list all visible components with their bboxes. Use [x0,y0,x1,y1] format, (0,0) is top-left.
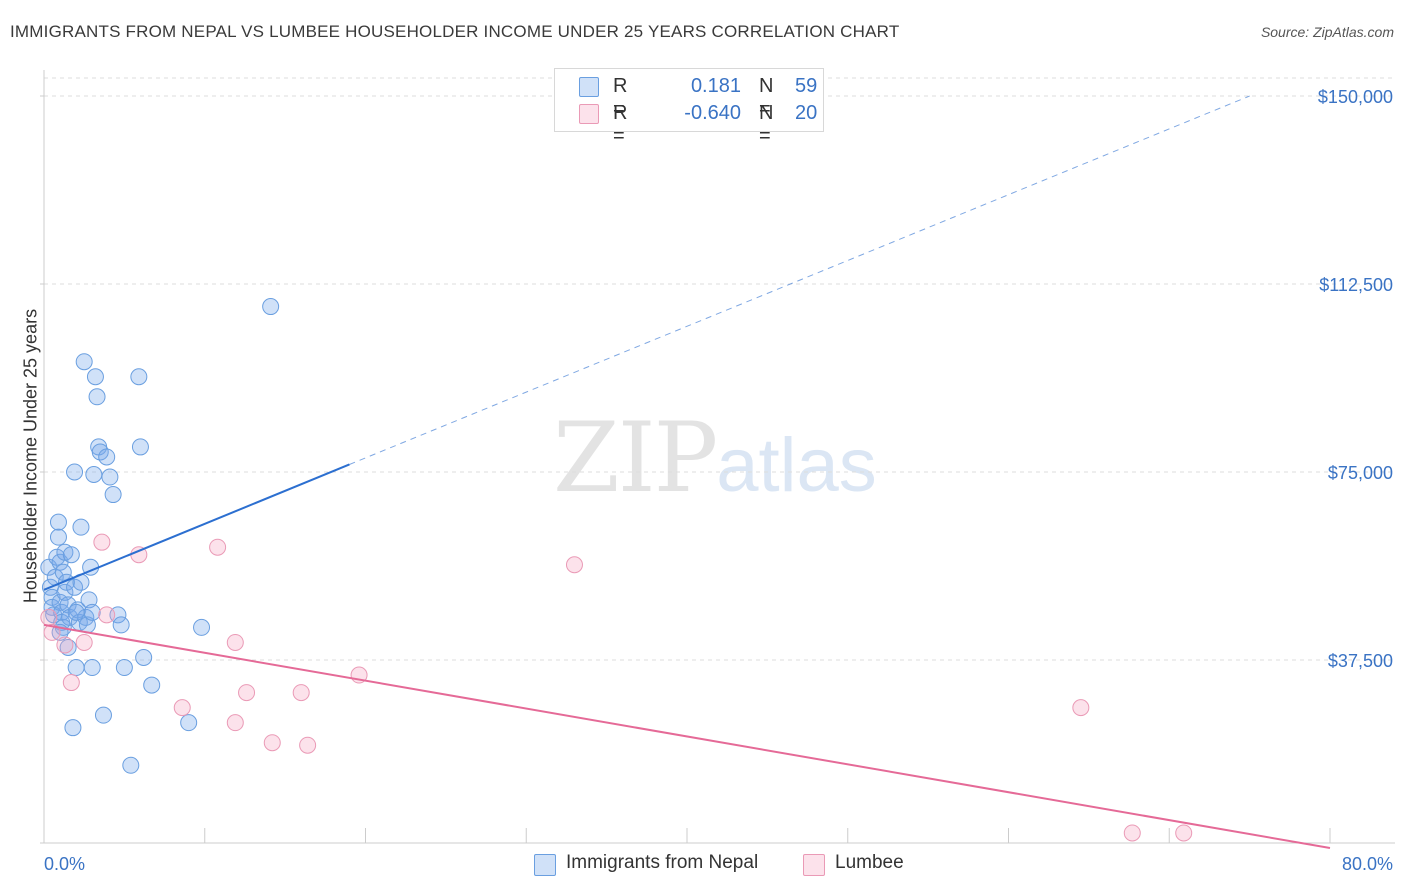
y-axis-title: Householder Income Under 25 years [20,308,41,604]
nepal-point [66,463,84,481]
nepal-point [112,616,130,634]
lumbee-point [75,633,93,651]
nepal-trend-line [43,463,350,591]
nepal-point [49,513,67,531]
watermark-zip: ZIP [553,402,718,514]
x-tick-label-min: 0.0% [44,854,85,874]
nepal-point [86,368,104,386]
lumbee-point [226,714,244,732]
lumbee-point [98,606,116,624]
lumbee-point [1175,824,1193,842]
nepal-point [94,706,112,724]
y-tick-label: $150,000 [1318,87,1393,107]
lumbee-legend-swatch [803,854,825,876]
lumbee-point [209,538,227,556]
lumbee-point [292,684,310,702]
lumbee-legend-label: Lumbee [835,852,904,873]
nepal-point [83,603,101,621]
nepal-point [135,648,153,666]
nepal-legend-label: Immigrants from Nepal [566,852,759,873]
nepal-point [64,719,82,737]
lumbee-trend-line [43,623,1331,849]
lumbee-point [93,533,111,551]
nepal-point [130,368,148,386]
nepal-point [67,603,85,621]
nepal-point [49,528,67,546]
lumbee-point [62,674,80,692]
n-value: 59 [795,75,818,97]
nepal-point [104,486,122,504]
r-value: 0.181 [690,75,741,97]
y-tick-label: $75,000 [1328,463,1393,483]
nepal-point [143,676,161,694]
r-label: R = [613,75,628,120]
nepal-point [122,756,140,774]
nepal-point [67,659,85,677]
lumbee-point [56,636,74,654]
nepal-point [131,438,149,456]
chart-title: IMMIGRANTS FROM NEPAL VS LUMBEE HOUSEHOL… [10,22,900,41]
r-value: -0.640 [684,102,741,124]
watermark-atlas: atlas [716,423,877,508]
nepal-point [88,388,106,406]
nepal-point [98,448,116,466]
lumbee-point [238,684,256,702]
lumbee-point [40,608,58,626]
n-label: N = [759,75,774,120]
lumbee-swatch [579,104,599,124]
lumbee-point [1123,824,1141,842]
source-credit: Source: ZipAtlas.com [1260,24,1394,40]
nepal-point [83,659,101,677]
nepal-point [48,548,66,566]
nepal-point [75,353,93,371]
n-label: N = [759,102,774,147]
nepal-point [80,591,98,609]
nepal-trend-extension [349,95,1250,465]
x-tick-label-max: 80.0% [1342,854,1393,874]
watermark: ZIPatlas [553,402,877,514]
nepal-point [115,659,133,677]
nepal-point [72,518,90,536]
nepal-point [59,638,77,656]
lumbee-point [263,734,281,752]
lumbee-point [173,699,191,717]
nepal-point [43,588,61,606]
r-label: R = [613,102,628,147]
nepal-point [62,546,80,564]
y-tick-label: $112,500 [1319,275,1393,295]
nepal-swatch [579,77,599,97]
lumbee-point [1072,699,1090,717]
lumbee-point [565,556,583,574]
n-value: 20 [795,102,818,124]
nepal-point [193,618,211,636]
nepal-point [262,298,280,316]
lumbee-point [226,633,244,651]
nepal-point [180,714,198,732]
lumbee-point [43,623,61,641]
nepal-legend-swatch [534,854,556,876]
y-tick-label: $37,500 [1328,651,1393,671]
nepal-point [85,466,103,484]
nepal-point [101,468,119,486]
correlation-legend: R = 0.181 N = 59 R = -0.640 N = 20 [554,68,824,147]
lumbee-point [299,736,317,754]
nepal-point [54,563,72,581]
